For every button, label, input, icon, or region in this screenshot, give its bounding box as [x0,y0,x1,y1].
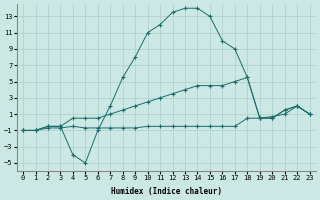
X-axis label: Humidex (Indice chaleur): Humidex (Indice chaleur) [111,187,222,196]
